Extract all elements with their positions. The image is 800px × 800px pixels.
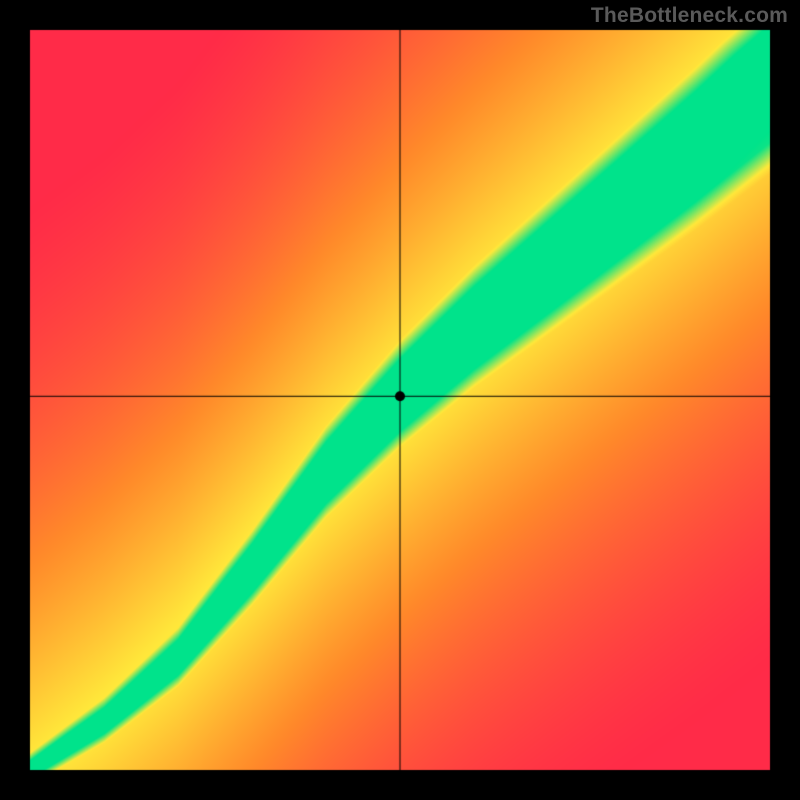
chart-container: TheBottleneck.com [0, 0, 800, 800]
heatmap-canvas [0, 0, 800, 800]
watermark-text: TheBottleneck.com [591, 4, 788, 28]
